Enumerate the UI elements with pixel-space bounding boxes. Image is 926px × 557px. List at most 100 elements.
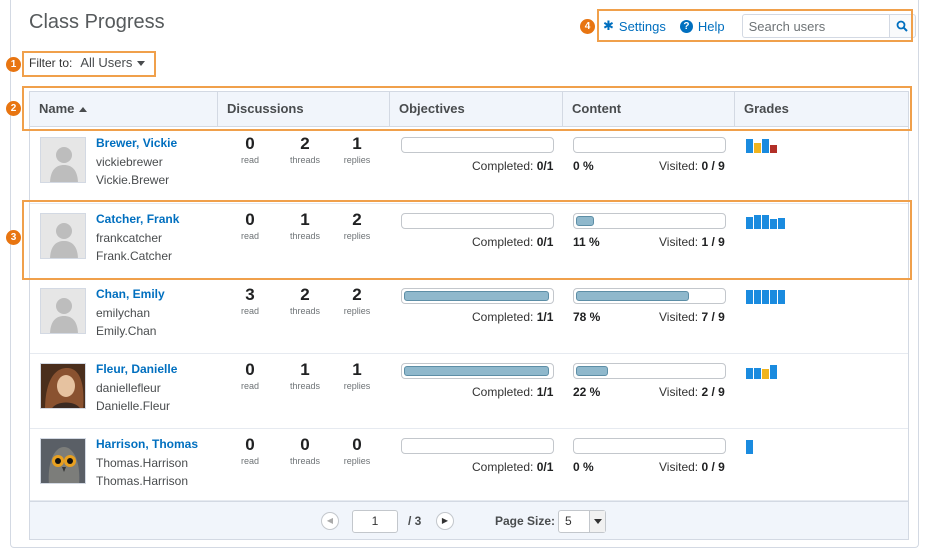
stat-read-count: 0: [245, 134, 255, 153]
filter-label: Filter to:: [29, 55, 73, 70]
objectives-progress-fill: [404, 366, 549, 376]
visited-value: 0 / 9: [701, 460, 725, 474]
grades-sparkline[interactable]: [746, 139, 778, 153]
org-defined-id: Frank.Catcher: [96, 249, 173, 263]
stat-replies-label: replies: [343, 306, 371, 316]
user-name-link[interactable]: Harrison, Thomas: [96, 437, 199, 451]
stat-threads-label: threads: [289, 456, 321, 466]
content-progress-bar: [573, 213, 726, 229]
discussion-stat-read: 0 read: [228, 211, 272, 242]
avatar: [40, 363, 86, 409]
user-name-link[interactable]: Fleur, Danielle: [96, 362, 178, 376]
completed-value: 0/1: [536, 235, 554, 249]
pager: ◀ 1 / 3 ▶ Page Size: 5: [30, 501, 908, 539]
page-number-input[interactable]: 1: [352, 510, 398, 533]
chevron-down-icon: [137, 61, 146, 67]
table-row: Brewer, Vickie vickiebrewer Vickie.Brewer 0…: [30, 128, 908, 204]
objectives-progress-bar: [401, 213, 554, 229]
org-defined-id: Danielle.Fleur: [96, 399, 171, 413]
column-name-label: Name: [39, 101, 75, 116]
settings-link[interactable]: ✱ Settings: [603, 18, 666, 34]
discussion-stat-read: 0 read: [228, 361, 272, 392]
discussion-stat-threads: 1 threads: [283, 210, 327, 242]
org-defined-id: Emily.Chan: [96, 324, 157, 338]
grades-sparkline[interactable]: [746, 440, 754, 454]
grade-bar: [770, 219, 777, 229]
completed-value: 1/1: [536, 385, 554, 399]
grades-sparkline[interactable]: [746, 365, 778, 379]
grade-bar: [762, 215, 769, 229]
filter-dropdown[interactable]: All Users: [80, 55, 146, 70]
content-visited-text: Visited: 7 / 9: [659, 310, 725, 324]
prev-page-button[interactable]: ◀: [321, 512, 339, 530]
content-percent: 22 %: [573, 385, 601, 399]
username: emilychan: [96, 306, 151, 320]
search-box: [741, 14, 916, 38]
stat-threads-label: threads: [289, 381, 321, 391]
help-link[interactable]: ? Help: [679, 19, 725, 34]
visited-value: 0 / 9: [701, 159, 725, 173]
progress-table: Name Discussions Objectives Content Grad…: [29, 91, 909, 540]
sort-ascending-icon: [79, 107, 88, 113]
objectives-completed-text: Completed: 0/1: [472, 235, 553, 249]
user-photo: [41, 364, 85, 408]
grade-bar: [754, 215, 761, 229]
content-percent: 0 %: [573, 460, 594, 474]
stat-read-count: 0: [245, 435, 255, 454]
discussion-stat-read: 0 read: [228, 435, 272, 467]
stat-read-label: read: [240, 231, 259, 241]
objectives-completed-text: Completed: 1/1: [472, 385, 553, 399]
search-icon: [896, 20, 908, 32]
username: frankcatcher: [96, 231, 163, 245]
visited-label: Visited:: [659, 460, 699, 474]
discussion-stat-threads: 0 threads: [283, 436, 327, 467]
discussion-stat-replies: 2 replies: [335, 286, 379, 317]
completed-label: Completed:: [472, 460, 534, 474]
callout-badge-4: 4: [580, 19, 595, 34]
stat-threads-label: threads: [289, 231, 321, 241]
content-progress-fill: [576, 216, 594, 226]
stat-threads-label: threads: [289, 306, 321, 316]
objectives-progress-bar: [401, 438, 554, 454]
completed-label: Completed:: [472, 159, 534, 173]
content-progress-bar: [573, 363, 726, 379]
page-size-select[interactable]: 5: [558, 510, 606, 533]
grade-bar: [762, 139, 769, 153]
user-name-link[interactable]: Catcher, Frank: [96, 212, 180, 226]
stat-threads-count: 1: [300, 210, 310, 229]
stat-threads-count: 2: [300, 285, 310, 304]
user-photo: [41, 439, 85, 483]
filter-value: All Users: [80, 55, 133, 70]
visited-label: Visited:: [659, 235, 699, 249]
completed-label: Completed:: [472, 310, 534, 324]
settings-label: Settings: [618, 18, 666, 34]
user-name-link[interactable]: Chan, Emily: [96, 287, 165, 301]
grades-sparkline[interactable]: [746, 215, 786, 229]
grade-bar: [754, 290, 761, 304]
table-row: Harrison, Thomas Thomas.Harrison Thomas.Ha…: [30, 429, 908, 501]
avatar: [40, 213, 86, 259]
objectives-progress-bar: [401, 288, 554, 304]
stat-replies-count: 1: [352, 134, 362, 153]
filter-bar: Filter to: All Users: [29, 55, 146, 70]
chevron-right-icon: ▶: [441, 516, 449, 525]
grades-sparkline[interactable]: [746, 290, 786, 304]
search-button[interactable]: [889, 14, 916, 38]
help-icon: ?: [679, 19, 693, 33]
objectives-progress-bar: [401, 137, 554, 153]
visited-label: Visited:: [659, 385, 699, 399]
grade-bar: [770, 145, 777, 153]
search-input[interactable]: [741, 14, 890, 38]
column-header-name[interactable]: Name: [30, 92, 218, 127]
content-visited-text: Visited: 2 / 9: [659, 385, 725, 399]
discussion-stat-replies: 2 replies: [335, 211, 379, 242]
visited-label: Visited:: [659, 159, 699, 173]
content-progress-fill: [576, 291, 690, 301]
chevron-left-icon: ◀: [326, 516, 334, 525]
user-name-link[interactable]: Brewer, Vickie: [96, 136, 178, 150]
next-page-button[interactable]: ▶: [436, 512, 454, 530]
stat-threads-count: 2: [300, 134, 310, 153]
username: daniellefleur: [96, 381, 161, 395]
stat-replies-count: 1: [352, 360, 362, 379]
objectives-completed-text: Completed: 0/1: [472, 159, 553, 173]
